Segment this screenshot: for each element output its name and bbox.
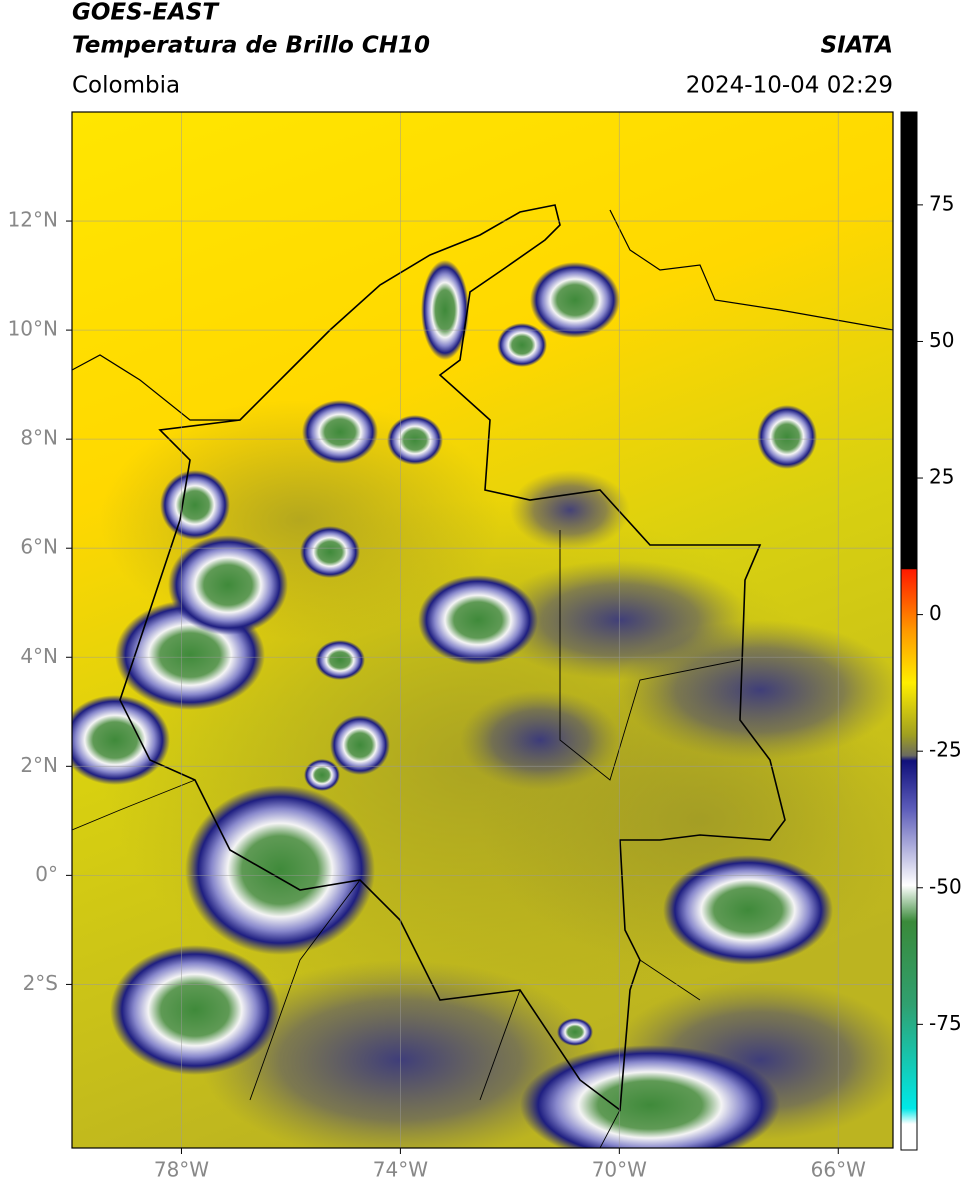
title: GOES-EAST xyxy=(72,0,220,26)
y-tick-label: 2°S xyxy=(23,971,58,995)
y-tick-label: 0° xyxy=(35,862,58,886)
y-tick-label: 4°N xyxy=(20,644,58,668)
y-tick-label: 10°N xyxy=(8,317,58,341)
x-tick-label: 66°W xyxy=(811,1158,866,1182)
y-tick-label: 12°N xyxy=(8,208,58,232)
colorbar-label: 25 xyxy=(929,465,954,489)
colorbar-label: -75 xyxy=(929,1011,962,1035)
y-tick-label: 2°N xyxy=(20,753,58,777)
source: SIATA xyxy=(821,33,893,59)
grid xyxy=(72,112,893,1148)
x-tick-label: 74°W xyxy=(373,1158,428,1182)
y-tick-label: 8°N xyxy=(20,426,58,450)
colorbar-label: -50 xyxy=(929,874,962,898)
y-tick-label: 6°N xyxy=(20,535,58,559)
x-tick-label: 70°W xyxy=(592,1158,647,1182)
subtitle: Temperatura de Brillo CH10 xyxy=(72,33,430,59)
colorbar-label: 50 xyxy=(929,328,954,352)
x-tick-label: 78°W xyxy=(154,1158,209,1182)
region: Colombia xyxy=(72,73,180,99)
satellite-image xyxy=(72,112,893,1148)
timestamp: 2024-10-04 02:29 xyxy=(686,73,893,99)
colorbar-label: 75 xyxy=(929,191,954,215)
map-frame xyxy=(71,111,894,1149)
colorbar xyxy=(900,111,918,1151)
colorbar-label: 0 xyxy=(929,601,942,625)
colorbar-label: -25 xyxy=(929,738,962,762)
